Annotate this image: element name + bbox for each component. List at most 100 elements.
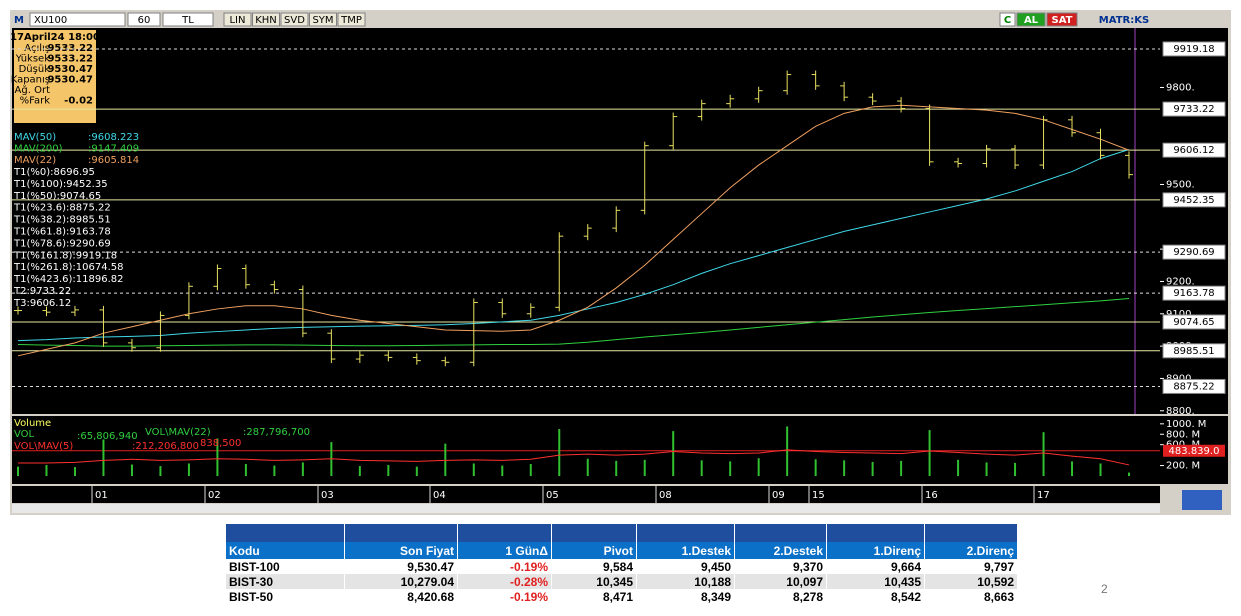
toolbar-button-label: SYM: [312, 15, 333, 26]
toolbar-button[interactable]: [337, 12, 366, 27]
volume-bar: [928, 430, 931, 476]
info-value: -0.02: [64, 96, 93, 107]
volume-bar: [1042, 432, 1045, 476]
level-text: T1(%161.8):9919.18: [13, 250, 117, 261]
info-value: 9530.47: [47, 64, 93, 75]
price-bar: [42, 306, 51, 317]
table-cell: 9,370: [734, 559, 827, 574]
volume-bar: [900, 460, 903, 476]
level-label: 9290.69: [1173, 247, 1214, 258]
toolbar-field: [29, 12, 126, 27]
volume-bar: [45, 465, 48, 476]
header-cell: Pivot: [551, 542, 637, 559]
toolbar-field: [127, 12, 161, 27]
toolbar-action-label: AL: [1024, 15, 1039, 26]
volume-bar: [529, 464, 532, 476]
price-bar: [754, 86, 763, 103]
volume-bar: [1014, 462, 1017, 476]
legend-name: MAV(22): [14, 155, 56, 166]
table-cell: 9,530.47: [344, 559, 458, 574]
table-cell: 8,349: [636, 589, 735, 604]
volume-bar: [1071, 461, 1074, 476]
price-bar: [70, 305, 79, 317]
volume-bar: [643, 459, 646, 476]
band-cell: [636, 524, 735, 542]
price-bar: [811, 70, 820, 90]
price-bar: [925, 104, 934, 166]
brand: MATR:KS: [1099, 15, 1149, 26]
y-tick-label: 8900.: [1166, 373, 1195, 384]
toolbar-button-label: SVD: [284, 15, 305, 26]
volume-bar: [786, 426, 789, 476]
price-bar: [1011, 144, 1020, 170]
volume-bar: [216, 438, 219, 476]
band-cell: [344, 524, 458, 542]
volume-text-value: :212,206,800: [132, 441, 199, 452]
scrollbar[interactable]: [12, 504, 1160, 513]
toolbar-button[interactable]: [280, 12, 309, 27]
toolbar-button[interactable]: [223, 12, 252, 27]
date-axis: [12, 486, 1160, 503]
toolbar-button[interactable]: [309, 12, 337, 27]
header-cell: Kodu: [226, 542, 345, 559]
table-cell: 8,278: [734, 589, 827, 604]
toolbar-period: 60: [138, 15, 151, 26]
volume-bar: [472, 463, 475, 476]
band-cell: [826, 524, 925, 542]
date-label: 03: [321, 490, 334, 501]
level-box: [1162, 314, 1226, 330]
table-cell: -0.28%: [457, 574, 552, 589]
toolbar-button[interactable]: [252, 12, 280, 27]
volume-bar: [700, 460, 703, 476]
volume-mav-label: 483.839.0: [1169, 446, 1220, 457]
price-bar: [954, 157, 963, 168]
level-label: 9163.78: [1173, 288, 1214, 299]
price-bar: [868, 93, 877, 106]
price-bar: [498, 298, 507, 318]
level-label: 9606.12: [1173, 145, 1214, 156]
price-bar: [355, 351, 364, 364]
toolbar-button-label: KHN: [255, 15, 277, 26]
price-bar: [697, 99, 706, 121]
toolbar-action[interactable]: [1046, 12, 1078, 27]
volume-bar: [729, 461, 732, 476]
price-bar: [327, 329, 336, 364]
price-bar: [612, 206, 621, 233]
band-cell: [924, 524, 1018, 542]
table-cell: 9,664: [826, 559, 925, 574]
level-text: T1(%38.2):8985.51: [13, 215, 111, 226]
table-row: BIST-100 9,530.47 -0.19% 9,584 9,450 9,370 9,6…: [226, 559, 1018, 574]
toolbar-action-label: SAT: [1052, 15, 1073, 26]
level-label: 9919.18: [1173, 44, 1214, 55]
volume-text-value: :65,806,940: [77, 431, 138, 442]
nav-buttons[interactable]: [1182, 490, 1222, 510]
y-tick-label: 9100.: [1166, 309, 1195, 320]
toolbar-action-label: C: [1004, 15, 1011, 26]
volume-bar: [843, 460, 846, 476]
level-text: T1(%100):9452.35: [13, 179, 108, 190]
volume-bar: [871, 461, 874, 476]
toolbar-action[interactable]: [999, 12, 1016, 27]
logo: M: [14, 15, 24, 26]
volume-text-name: VOL\MAV(5): [14, 441, 73, 452]
price-panel: [12, 28, 1160, 414]
table-cell: 10,097: [734, 574, 827, 589]
volume-tick-label: 200. M: [1166, 461, 1200, 472]
volume-bar: [957, 459, 960, 476]
volume-overlap: 838,500: [200, 438, 241, 449]
legend-value: :9605.814: [88, 155, 139, 166]
price-bar: [469, 298, 478, 367]
level-box: [1162, 41, 1226, 57]
volume-tick-label: 800. M: [1166, 429, 1200, 440]
table-cell: BIST-50: [226, 589, 345, 604]
table-cell: 10,188: [636, 574, 735, 589]
level-box: [1162, 343, 1226, 359]
level-label: 9074.65: [1173, 317, 1214, 328]
date-label: 02: [208, 490, 221, 501]
toolbar-action[interactable]: [1016, 12, 1046, 27]
level-label: 8875.22: [1173, 381, 1214, 392]
moving-average: [17, 149, 1130, 342]
header-cell: 1.Destek: [636, 542, 735, 559]
date-label: 16: [925, 490, 938, 501]
price-bar: [1125, 151, 1133, 179]
